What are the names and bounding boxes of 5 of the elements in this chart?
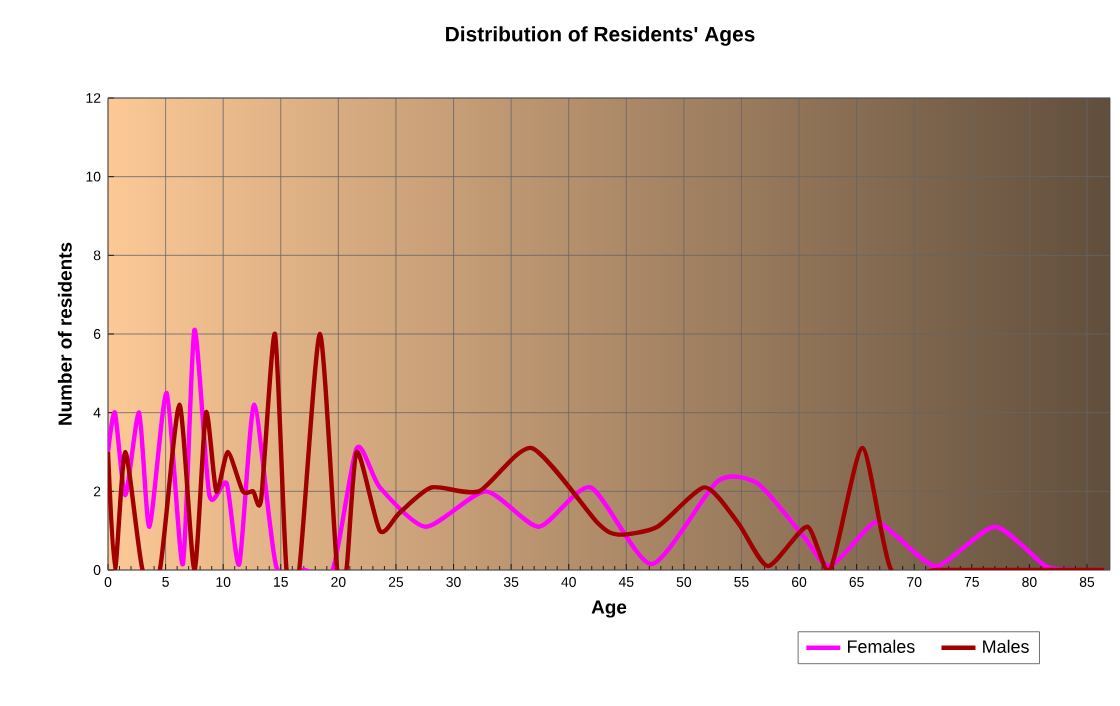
legend-label: Females	[847, 639, 915, 653]
chart-title: Distribution of Residents' Ages	[446, 26, 755, 46]
y-axis-title: Number of residents	[57, 242, 72, 425]
legend-label: Males	[983, 639, 1029, 653]
x-axis-title: Age	[591, 600, 627, 618]
